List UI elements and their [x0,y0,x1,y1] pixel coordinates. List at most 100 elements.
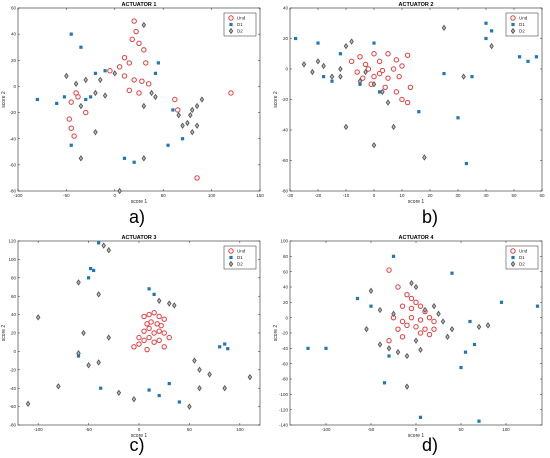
data-point-und [175,107,181,113]
data-point-d2 [349,38,354,45]
data-point-und [131,77,137,83]
data-point-und [431,318,437,325]
data-point-und [146,311,152,318]
legend-label: D2 [237,29,243,34]
data-point-d2 [418,346,423,354]
y-tick-label: 100 [280,239,288,244]
data-point-d1 [79,45,83,49]
y-axis-label: score 2 [1,91,7,108]
data-point-d2 [386,345,392,352]
y-tick-label: -140 [279,423,289,428]
y-tick-label: -60 [281,361,288,366]
data-point-und [348,58,355,65]
data-point-d1 [89,267,93,271]
data-point-und [141,47,147,53]
y-tick-label: -20 [9,367,16,372]
y-tick-label: 40 [11,32,17,37]
x-axis-label: score 1 [131,433,148,439]
data-point-und [417,317,424,323]
data-point-d1 [152,292,156,296]
data-point-und [156,337,162,344]
data-point-d2 [404,383,410,390]
data-point-und [146,325,152,332]
data-point-d2 [485,322,491,329]
data-point-und [66,116,73,122]
data-point-d1 [418,415,423,419]
y-tick-label: 0 [13,84,16,89]
legend-marker-d1 [229,22,233,27]
data-point-d2 [64,72,69,80]
data-point-d2 [166,300,172,307]
data-point-d1 [387,354,391,358]
data-point-d1 [372,41,376,45]
panel-caption: d) [422,435,438,455]
y-tick-label: -40 [281,128,288,133]
data-point-d2 [338,65,343,73]
data-point-d2 [422,154,427,161]
data-point-d2 [247,373,253,381]
legend-label: D2 [519,262,525,267]
x-tick-label: 50 [161,193,167,198]
data-point-und [136,334,142,341]
data-point-und [156,328,162,334]
data-point-d1 [456,116,460,120]
y-axis-label: score 2 [1,325,7,342]
data-point-d2 [377,341,383,348]
data-point-d2 [391,310,396,318]
y-tick-label: 20 [11,331,17,336]
x-tick-label: -10 [343,193,350,198]
data-point-und [146,334,152,341]
chart-title: ACTUATOR 4 [399,235,435,241]
data-point-d2 [116,389,122,396]
x-tick-label: 100 [502,427,510,432]
x-tick-label: 0 [415,427,418,432]
data-point-d2 [141,155,147,162]
data-point-d2 [156,297,162,304]
data-point-d1 [218,345,222,349]
data-point-und [417,303,424,309]
data-point-und [228,90,234,96]
data-point-und [141,313,147,320]
plot-frame [17,240,261,426]
data-point-d1 [103,69,107,73]
legend-marker-und [228,248,234,254]
data-point-d2 [78,102,84,110]
data-point-und [83,109,89,116]
y-tick-label: -60 [281,158,288,163]
data-point-und [156,313,162,320]
data-point-d2 [301,61,307,68]
x-tick-label: 50 [511,193,517,198]
data-point-und [126,87,133,94]
data-point-und [357,54,363,60]
plot-frame [289,240,543,426]
data-point-d2 [489,42,494,50]
data-point-und [161,316,167,322]
data-point-d2 [106,334,112,341]
data-point-d1 [153,71,158,75]
data-point-d1 [316,41,320,45]
data-point-und [133,28,139,35]
data-point-d1 [86,276,91,280]
x-tick-label: 0 [114,193,117,198]
y-tick-label: -80 [281,377,288,382]
legend-label: D2 [237,262,243,267]
data-point-d2 [364,325,369,333]
data-point-und [376,58,383,65]
data-point-d2 [172,302,177,309]
data-point-d2 [98,76,103,84]
data-point-und [386,267,392,273]
data-point-d1 [306,346,310,350]
data-point-d1 [477,419,481,423]
data-point-d1 [89,95,93,99]
data-point-und [172,96,178,103]
data-point-und [379,67,386,74]
x-tick-label: -100 [321,427,331,432]
y-tick-label: 40 [283,6,289,11]
data-point-d1 [157,393,161,398]
y-tick-label: -80 [9,189,16,194]
data-point-und [393,57,400,63]
data-point-d2 [440,318,446,325]
data-point-d1 [526,59,530,63]
chart-panel-3: ACTUATOR 3 -100 -50 0 50 100 -80 -60 -40 -20 0 20 40… [1,235,261,439]
